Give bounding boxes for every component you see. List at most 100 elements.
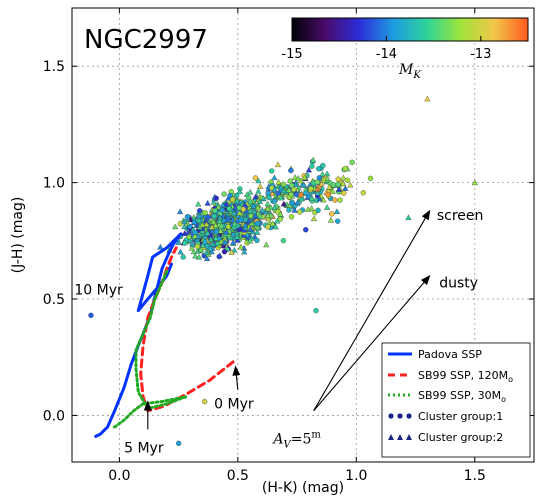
x-tick-label: 0.0: [108, 468, 130, 484]
cluster-point: [332, 197, 338, 203]
cluster-point: [316, 166, 322, 172]
colorbar-label-sub: K: [412, 70, 421, 81]
cluster-point: [309, 163, 315, 169]
cluster-point: [275, 179, 282, 185]
cluster-point: [335, 186, 343, 192]
cluster-point: [236, 205, 242, 211]
legend-label-sb99-30-main: SB99 SSP, 30M: [418, 389, 501, 402]
cluster-point: [195, 200, 202, 207]
cluster-point: [188, 244, 195, 251]
cluster-point: [211, 213, 217, 219]
cluster-point: [181, 218, 188, 224]
legend-label-sb99-30: SB99 SSP, 30Mo: [418, 389, 506, 404]
cluster-point: [217, 227, 224, 234]
cluster-point: [280, 187, 287, 194]
cluster-point: [227, 192, 233, 199]
cluster-point: [191, 232, 198, 239]
cluster-point: [205, 214, 212, 220]
cluster-point: [182, 240, 188, 246]
cluster-point: [157, 243, 164, 250]
cluster-point: [305, 166, 312, 173]
cluster-point: [221, 191, 227, 197]
cluster-point: [213, 195, 219, 201]
cluster-point: [192, 252, 199, 259]
cluster-point: [180, 254, 186, 260]
cluster-point: [192, 229, 198, 236]
cluster-point: [212, 235, 219, 241]
cluster-point: [186, 234, 192, 240]
cluster-point: [326, 183, 333, 190]
cluster-point: [335, 176, 341, 182]
cluster-point: [288, 167, 294, 174]
cluster-point: [225, 224, 231, 230]
cluster-point: [308, 195, 315, 201]
cluster-point: [340, 174, 347, 181]
cluster-point: [272, 223, 279, 230]
annotation-label-0: 10 Myr: [74, 282, 123, 298]
cluster-point: [254, 237, 260, 244]
plot-frame: [71, 7, 535, 463]
cluster-point: [264, 212, 271, 218]
legend-label-sb99-120: SB99 SSP, 120Mo: [418, 369, 513, 384]
cluster-point: [274, 217, 281, 224]
cluster-point: [269, 190, 276, 196]
annotation-arrow-2: [232, 365, 241, 390]
cluster-point: [319, 171, 326, 177]
cluster-point: [252, 193, 259, 200]
cluster-point: [219, 207, 226, 213]
colorbar-tick-label: -14: [376, 47, 397, 62]
cluster-point: [337, 197, 343, 203]
cluster-point: [316, 175, 322, 181]
cluster-point: [269, 168, 275, 174]
cluster-point: [259, 206, 266, 213]
cluster-point: [195, 216, 202, 223]
cluster-point: [216, 218, 223, 224]
cluster-point: [257, 183, 264, 189]
cluster-point: [255, 177, 262, 184]
cluster-point: [329, 188, 336, 194]
cluster-point: [274, 161, 282, 168]
annotations: 10 Myr 5 Myr 0 Myr screen dusty AV=5m: [74, 208, 483, 457]
cluster-point: [209, 227, 216, 234]
cluster-point: [236, 188, 243, 194]
model-tracks: [94, 232, 235, 438]
cluster-point: [269, 220, 276, 227]
annotation-label-4: dusty: [439, 275, 478, 291]
cluster-point: [216, 253, 222, 260]
cluster-point: [310, 156, 317, 163]
cluster-point: [256, 212, 263, 219]
cluster-point: [228, 249, 235, 255]
cluster-point: [294, 199, 301, 205]
annotation-label-1: 5 Myr: [124, 441, 164, 457]
cluster-point: [367, 175, 374, 182]
cluster-point: [267, 204, 274, 210]
cluster-point: [289, 182, 295, 189]
cluster-point: [199, 221, 206, 228]
cluster-point: [177, 221, 184, 227]
chart-title: NGC2997: [84, 25, 208, 55]
cluster-point: [254, 204, 262, 211]
cluster-point: [288, 191, 294, 198]
cluster-point: [289, 200, 295, 206]
cluster-point: [194, 243, 201, 250]
cluster-point: [313, 307, 319, 314]
cluster-point: [277, 210, 284, 217]
cluster-point: [286, 207, 292, 213]
cluster-point: [298, 195, 305, 202]
cluster-point: [271, 186, 278, 193]
y-tick-label: 1.0: [43, 176, 65, 192]
cluster-point: [224, 217, 231, 223]
cluster-point: [212, 222, 219, 228]
cluster-point: [300, 181, 307, 188]
cluster-point: [184, 214, 191, 220]
cluster-point: [341, 190, 347, 196]
cluster-point: [247, 197, 254, 204]
cluster-point: [202, 398, 208, 405]
colorbar-tick-label: -13: [470, 47, 491, 62]
cluster-point: [342, 166, 348, 172]
cluster-point: [254, 220, 260, 227]
cluster-point: [233, 197, 241, 204]
legend: Padova SSP SB99 SSP, 120Mo SB99 SSP, 30M…: [381, 342, 531, 458]
cluster-point: [210, 198, 217, 205]
